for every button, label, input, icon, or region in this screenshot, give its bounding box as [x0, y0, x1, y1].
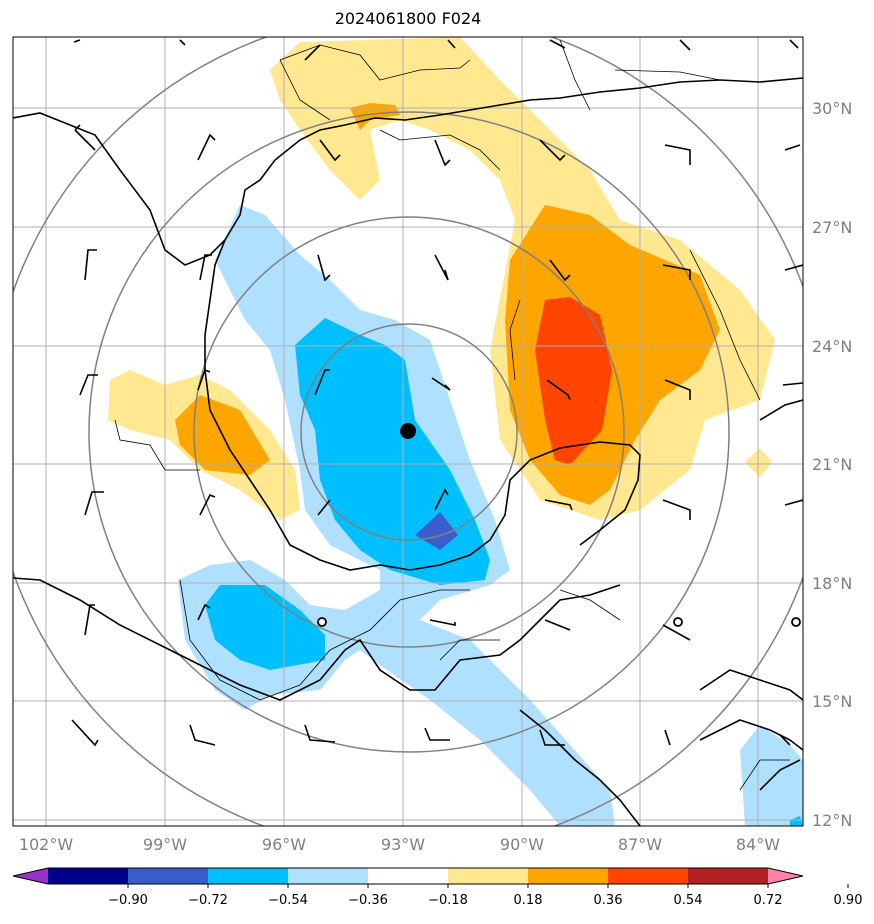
colorbar-extend-high [768, 868, 803, 884]
colorbar-segment [688, 868, 769, 884]
station-markers [317, 617, 801, 627]
colorbar-tick-label: −0.54 [268, 893, 308, 908]
colorbar-tick-label: −0.18 [428, 893, 468, 908]
colorbar-segment [448, 868, 529, 884]
colorbar-tick-label: 0.54 [674, 893, 703, 908]
lat-tick-27n: 27°N [812, 218, 852, 237]
lat-tick-labels: 30°N 27°N 24°N 21°N 18°N 15°N 12°N [812, 99, 852, 830]
colorbar-tick-label: 0.72 [754, 893, 783, 908]
lat-tick-30n: 30°N [812, 99, 852, 118]
lat-tick-12n: 12°N [812, 811, 852, 830]
lon-tick-87w: 87°W [618, 835, 662, 854]
contour-neg-036-sw [205, 585, 325, 670]
map-area [13, 37, 803, 826]
colorbar-tick-label: −0.90 [108, 893, 148, 908]
lon-tick-93w: 93°W [381, 835, 425, 854]
lat-tick-21n: 21°N [812, 455, 852, 474]
lon-tick-96w: 96°W [262, 835, 306, 854]
contour-neg-054 [415, 512, 458, 550]
storm-center-dot [400, 423, 416, 439]
colorbar-tick-label: 0.36 [594, 893, 623, 908]
colorbar-segment [208, 868, 289, 884]
contour-neg-018-se [740, 725, 803, 826]
filled-contours [108, 37, 803, 826]
contour-neg-036-dot [790, 816, 803, 826]
colorbar-segment [288, 868, 369, 884]
colorbar-tick-label: 0.18 [514, 893, 543, 908]
figure-title: 2024061800 F024 [334, 9, 482, 28]
colorbar-tick-label: −0.72 [188, 893, 228, 908]
lat-tick-18n: 18°N [812, 574, 852, 593]
lon-tick-102w: 102°W [19, 835, 74, 854]
colorbar-segment [128, 868, 209, 884]
lat-tick-15n: 15°N [812, 692, 852, 711]
colorbar-tick-label: 0.90 [834, 893, 863, 908]
colorbar-segment [608, 868, 689, 884]
lon-tick-99w: 99°W [143, 835, 187, 854]
map-frame [12, 36, 804, 827]
colorbar-outline [12, 867, 804, 885]
colorbar: −0.90 −0.72 −0.54 −0.36 −0.18 0.18 0.36 0.54 0.7… [12, 867, 863, 908]
colorbar-segment [48, 868, 129, 884]
lon-tick-90w: 90°W [500, 835, 544, 854]
colorbar-extend-low [13, 868, 48, 884]
political-borders [114, 39, 790, 791]
range-rings [13, 37, 803, 826]
lon-tick-labels: 102°W 99°W 96°W 93°W 90°W 87°W 84°W [19, 835, 780, 854]
colorbar-segment [528, 868, 609, 884]
coastlines [13, 77, 803, 826]
contour-pos-036-north [350, 103, 400, 130]
colorbar-tick-label: −0.36 [348, 893, 388, 908]
gridlines [13, 37, 803, 826]
wind-barbs [71, 39, 803, 747]
lon-tick-84w: 84°W [736, 835, 780, 854]
contour-pos-054 [535, 297, 612, 465]
colorbar-segment [368, 868, 449, 884]
lat-tick-24n: 24°N [812, 337, 852, 356]
